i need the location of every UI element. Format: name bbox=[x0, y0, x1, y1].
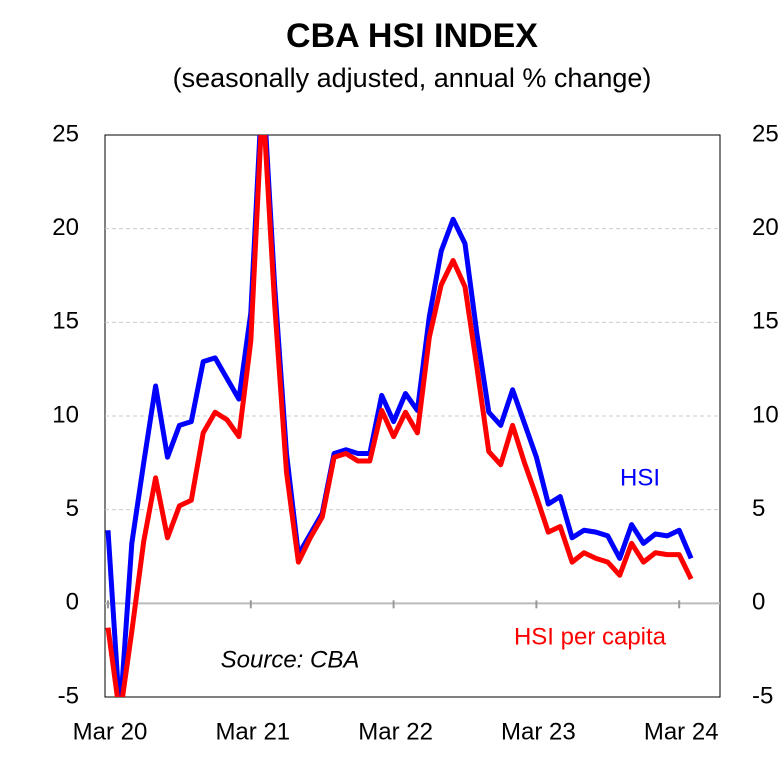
source-note: Source: CBA bbox=[221, 646, 360, 673]
x-tick-label: Mar 24 bbox=[644, 718, 719, 745]
y-tick-label: 10 bbox=[52, 401, 79, 428]
y-tick-label: -5 bbox=[58, 682, 79, 709]
y-tick-label: 15 bbox=[52, 308, 79, 335]
x-tick-label: Mar 23 bbox=[501, 718, 576, 745]
plot-lines bbox=[105, 135, 694, 697]
x-tick-label: Mar 20 bbox=[73, 718, 148, 745]
y-tick-label: 20 bbox=[52, 214, 79, 241]
y2-tick-label: 15 bbox=[752, 308, 779, 335]
chart-title: CBA HSI INDEX bbox=[286, 17, 538, 55]
series-line bbox=[105, 135, 694, 697]
series-line bbox=[105, 135, 694, 697]
y-tick-label: 0 bbox=[66, 589, 79, 616]
y-tick-label: 5 bbox=[66, 495, 79, 522]
chart-subtitle: (seasonally adjusted, annual % change) bbox=[173, 63, 652, 93]
x-tick-label: Mar 22 bbox=[358, 718, 433, 745]
x-tick-label: Mar 21 bbox=[215, 718, 290, 745]
legend-label: HSI bbox=[620, 464, 660, 491]
y2-tick-label: 20 bbox=[752, 214, 779, 241]
y2-tick-label: 5 bbox=[752, 495, 765, 522]
y2-tick-label: 25 bbox=[752, 120, 779, 147]
y2-tick-label: -5 bbox=[752, 682, 773, 709]
y-tick-label: 25 bbox=[52, 120, 79, 147]
legend-label: HSI per capita bbox=[514, 623, 667, 650]
y2-tick-label: 10 bbox=[752, 401, 779, 428]
y2-tick-label: 0 bbox=[752, 589, 765, 616]
